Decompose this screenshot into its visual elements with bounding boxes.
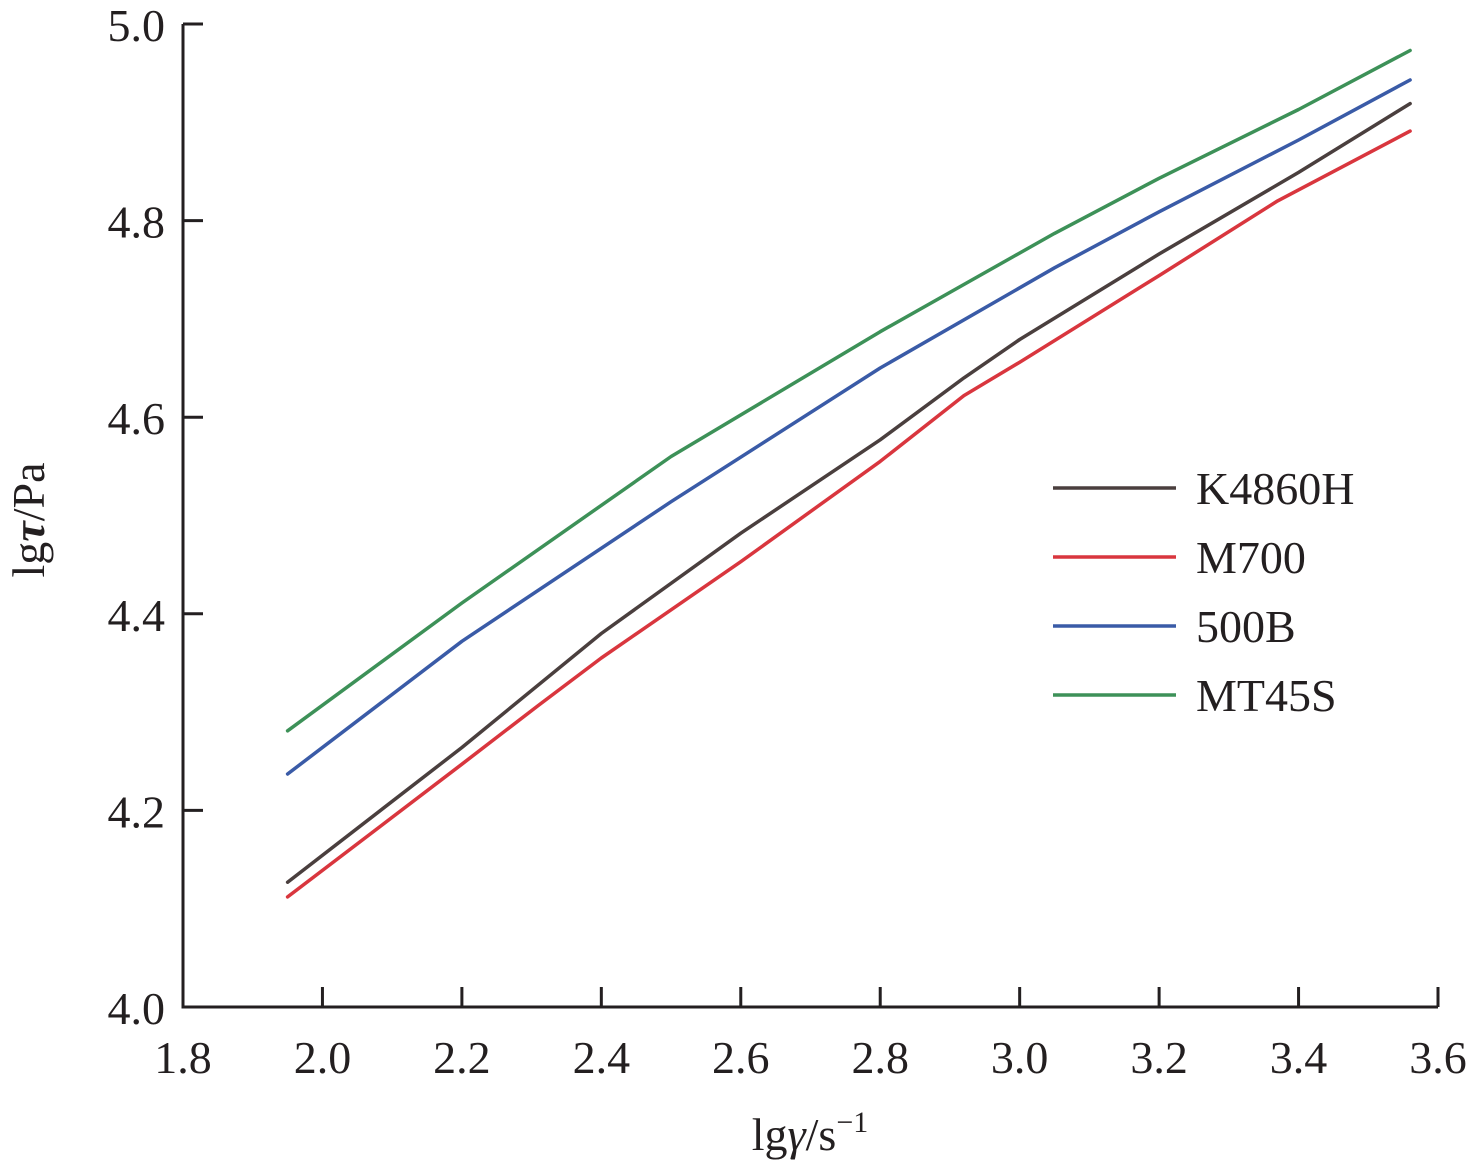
y-tick-label: 5.0: [108, 0, 166, 51]
y-tick-label: 4.0: [108, 983, 166, 1034]
legend: K4860H M700 500B MT45S: [1053, 463, 1354, 721]
x-tick-label: 1.8: [154, 1032, 212, 1083]
legend-label: M700: [1196, 532, 1306, 583]
x-tick-label: 2.6: [712, 1032, 770, 1083]
y-tick-label: 4.4: [108, 590, 166, 641]
y-axis-prefix: lg: [3, 542, 54, 578]
y-tick-label: 4.8: [108, 197, 166, 248]
x-axis-prefix: lg: [752, 1109, 788, 1160]
x-tick-label: 2.8: [851, 1032, 909, 1083]
series-line-mt45s: [285, 48, 1412, 733]
x-tick-label: 2.0: [294, 1032, 352, 1083]
tick-labels: 1.8 2.0 2.2 2.4 2.6 2.8 3.0 3.2 3.4 3.6 4.0 4.2 4.4 4…: [108, 0, 1467, 1083]
x-axis-exponent: −1: [836, 1106, 868, 1139]
y-axis-symbol: τ: [3, 520, 54, 542]
legend-label: MT45S: [1196, 670, 1337, 721]
x-axis-title: lgγ/s−1: [752, 1106, 869, 1160]
x-tick-label: 3.2: [1130, 1032, 1188, 1083]
y-axis-title: lgτ/Pa: [3, 463, 54, 578]
legend-item: MT45S: [1053, 670, 1337, 721]
x-tick-label: 2.2: [433, 1032, 491, 1083]
x-tick-label: 2.4: [573, 1032, 631, 1083]
y-tick-label: 4.6: [108, 393, 166, 444]
legend-label: K4860H: [1196, 463, 1354, 514]
axis-ticks: [181, 22, 1440, 1009]
y-axis-unit: /Pa: [3, 463, 54, 522]
axes: [181, 24, 1438, 1009]
x-tick-label: 3.6: [1409, 1032, 1467, 1083]
x-axis-unit: /s: [806, 1109, 837, 1160]
series-line-500b: [285, 78, 1412, 776]
series-line-m700: [285, 129, 1412, 899]
series-line-k4860h: [285, 101, 1412, 884]
legend-item: M700: [1053, 532, 1306, 583]
x-axis-symbol: γ: [788, 1109, 808, 1160]
legend-label: 500B: [1196, 601, 1296, 652]
x-tick-label: 3.0: [991, 1032, 1049, 1083]
legend-item: 500B: [1053, 601, 1296, 652]
axes-frame: [181, 24, 1438, 1009]
series-lines: [285, 48, 1412, 899]
y-tick-label: 4.2: [108, 786, 166, 837]
x-tick-label: 3.4: [1270, 1032, 1328, 1083]
legend-item: K4860H: [1053, 463, 1354, 514]
